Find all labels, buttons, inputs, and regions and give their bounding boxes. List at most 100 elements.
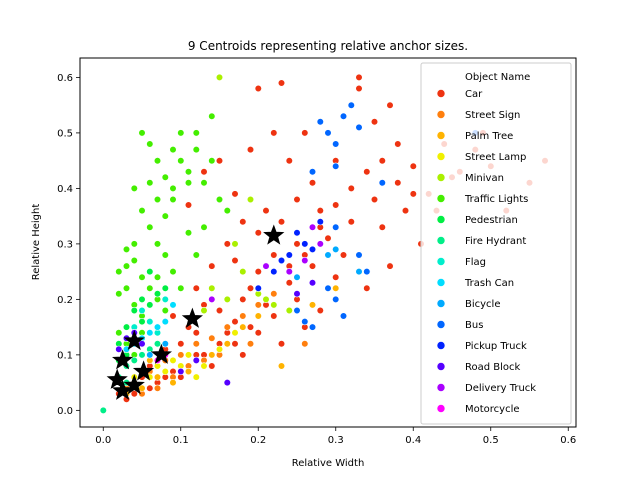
point-traffic-lights (208, 112, 216, 120)
point-bus (308, 323, 317, 331)
point-palm-tree (308, 301, 317, 309)
point-street-lamp (192, 373, 200, 381)
legend-title: Object Name (465, 72, 530, 83)
point-car (316, 306, 324, 315)
point-car (200, 168, 208, 176)
point-bus (308, 168, 317, 176)
point-fire-hydrant (130, 356, 138, 365)
point-traffic-lights (184, 179, 193, 187)
point-minivan (239, 268, 247, 276)
point-traffic-lights (153, 240, 162, 248)
legend-label: Bicycle (465, 299, 500, 310)
point-street-sign (254, 301, 262, 309)
x-tick-label: 0.5 (483, 435, 499, 446)
point-traffic-lights (192, 129, 200, 137)
legend-label: Traffic Lights (464, 194, 528, 205)
legend-label: Pickup Truck (465, 341, 527, 352)
y-tick-label: 0.2 (57, 295, 73, 306)
point-car (254, 268, 262, 276)
point-traffic-lights (138, 273, 146, 281)
point-pedestrian (153, 290, 162, 298)
point-fire-hydrant (99, 406, 107, 415)
legend-marker (436, 131, 446, 140)
point-traffic-lights (146, 284, 154, 292)
legend-marker (436, 362, 446, 371)
legend-label: Bus (465, 320, 483, 331)
point-traffic-lights (130, 256, 138, 265)
point-bus (301, 318, 309, 326)
point-car (239, 295, 247, 304)
point-car (277, 340, 286, 348)
point-car (308, 262, 317, 270)
y-axis-label: Relative Height (31, 204, 42, 281)
point-minivan (208, 284, 216, 292)
point-pickup-truck (293, 229, 301, 237)
x-tick-label: 0.3 (328, 435, 344, 446)
point-bus (363, 268, 371, 276)
x-tick-label: 0.2 (250, 435, 266, 446)
point-minivan (246, 195, 255, 204)
point-minivan (262, 295, 270, 304)
legend-label: Car (465, 89, 483, 100)
point-bus (339, 312, 348, 320)
point-car (246, 323, 255, 331)
point-traffic-lights (161, 212, 169, 220)
point-flag (161, 295, 169, 304)
point-car (378, 223, 386, 231)
point-pedestrian (130, 306, 138, 315)
centroid-star (132, 360, 155, 381)
point-bus (355, 123, 363, 131)
point-palm-tree (277, 362, 286, 370)
point-bus (332, 162, 340, 170)
point-car (146, 384, 154, 392)
point-street-sign (301, 340, 309, 348)
legend-marker (436, 278, 446, 287)
point-pedestrian (146, 301, 154, 309)
point-palm-tree (153, 373, 162, 381)
point-delivery-truck (308, 223, 317, 231)
point-delivery-truck (301, 256, 309, 265)
point-car (347, 184, 355, 192)
point-traffic-lights (122, 262, 131, 270)
legend-marker (436, 341, 446, 350)
point-car (355, 73, 363, 81)
point-traffic-lights (138, 129, 146, 137)
point-trash-can (161, 318, 169, 326)
point-car (184, 201, 193, 209)
point-pedestrian (138, 318, 146, 326)
point-traffic-lights (177, 157, 185, 165)
point-street-sign (239, 312, 247, 320)
point-pedestrian (138, 295, 146, 304)
point-palm-tree (239, 323, 247, 331)
point-car (262, 207, 270, 215)
point-traffic-lights (177, 129, 185, 137)
point-road-block (192, 356, 200, 365)
point-delivery-truck (208, 295, 216, 304)
point-car (254, 84, 262, 93)
point-car (316, 207, 324, 215)
legend-label: Flag (465, 257, 486, 268)
point-car (246, 146, 255, 154)
point-car (246, 284, 255, 292)
point-street-lamp (169, 356, 177, 365)
point-bus (324, 284, 332, 292)
point-car (301, 129, 309, 137)
legend-label: Motorcycle (465, 404, 520, 415)
point-traffic-lights (122, 284, 131, 292)
point-trash-can (153, 323, 162, 331)
point-bicycle (355, 268, 363, 276)
point-traffic-lights (184, 168, 193, 176)
point-pickup-truck (254, 284, 262, 292)
point-flag (146, 318, 154, 326)
point-car (285, 157, 293, 165)
point-street-sign (153, 384, 162, 392)
point-car (370, 118, 379, 126)
legend-label: Trash Can (464, 278, 514, 289)
x-axis-label: Relative Width (292, 458, 365, 469)
point-bicycle (332, 245, 340, 253)
y-tick-label: 0.6 (57, 73, 73, 84)
point-fire-hydrant (153, 340, 162, 348)
point-bus (378, 179, 386, 187)
point-car (363, 168, 371, 176)
point-car (347, 218, 355, 226)
